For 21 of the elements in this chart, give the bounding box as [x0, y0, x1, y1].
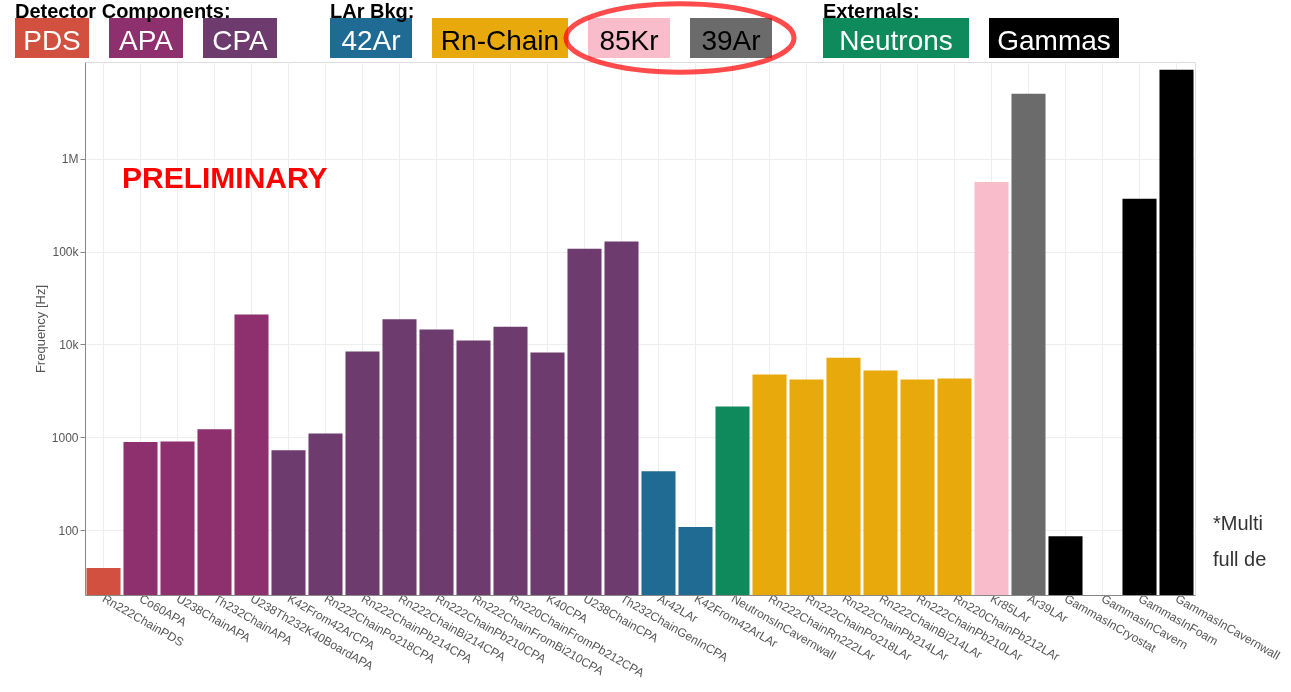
text: PDS	[23, 25, 81, 56]
text: 85Kr	[599, 25, 659, 56]
text: 39Ar	[701, 25, 761, 56]
y-tick-label: 1M	[61, 152, 79, 167]
text: LAr Bkg:	[330, 0, 415, 22]
text: *Multi	[1213, 512, 1264, 534]
annotation: PRELIMINARY	[122, 161, 328, 194]
y-axis-title: Frequency [Hz]	[32, 284, 48, 374]
y-tick-label: 1000	[51, 430, 79, 445]
series-label: Gammas	[997, 25, 1111, 56]
text: 42Ar	[341, 25, 401, 56]
y-tick-label: 100	[58, 523, 79, 538]
text: full de	[1213, 548, 1267, 570]
y-tick-label: 100k	[52, 245, 80, 260]
text: CPA	[212, 25, 269, 56]
y-tick-label: 10k	[59, 337, 80, 352]
text: Rn-Chain	[440, 25, 560, 56]
text: Externals:	[823, 0, 920, 22]
text: Neutrons	[839, 25, 953, 56]
text: APA	[119, 25, 174, 56]
text: Detector Components:	[15, 0, 231, 22]
